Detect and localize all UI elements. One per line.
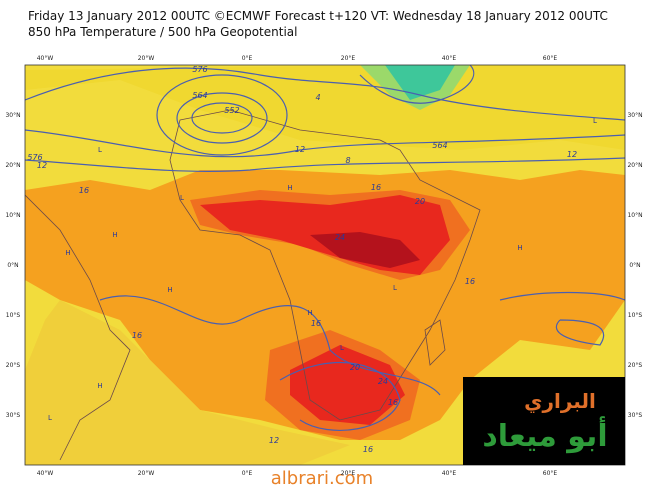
pressure-label: L	[593, 117, 597, 125]
pressure-label: H	[517, 244, 522, 252]
pressure-label: H	[112, 231, 117, 239]
watermark: albrari.com	[271, 468, 373, 486]
subtitle: 850 hPa Temperature / 500 hPa Geopotenti…	[28, 25, 297, 39]
longitude-label: 20°W	[138, 470, 155, 477]
contour-label: 16	[132, 331, 142, 340]
contour-label: 12	[567, 150, 577, 159]
latitude-label: 30°S	[628, 412, 643, 419]
latitude-label: 10°S	[6, 312, 21, 319]
pressure-label: L	[340, 344, 344, 352]
longitude-label: 60°E	[543, 470, 558, 477]
contour-label: 576	[27, 153, 42, 162]
latitude-label: 30°N	[627, 112, 642, 119]
contour-label: 12	[269, 436, 279, 445]
longitude-label: 40°W	[37, 55, 54, 62]
contour-label: 564	[192, 91, 207, 100]
longitude-label: 0°E	[242, 470, 253, 477]
contour-label: 16	[363, 445, 373, 454]
contour-label: 4	[315, 93, 320, 102]
latitude-label: 30°S	[6, 412, 21, 419]
latitude-label: 10°N	[5, 212, 20, 219]
contour-label: 552	[224, 106, 239, 115]
latitude-label: 20°S	[628, 362, 643, 369]
pressure-label: L	[393, 284, 397, 292]
pressure-label: L	[98, 146, 102, 154]
longitude-label: 40°E	[442, 55, 457, 62]
contour-label: 16	[465, 277, 475, 286]
latitude-label: 20°N	[627, 162, 642, 169]
pressure-label: H	[65, 249, 70, 257]
longitude-label: 0°E	[242, 55, 253, 62]
contour-label: 564	[432, 141, 447, 150]
contour-label: 16	[388, 398, 398, 407]
contour-label: 16	[371, 183, 381, 192]
latitude-label: 10°N	[627, 212, 642, 219]
logo-box	[463, 377, 625, 465]
pressure-label: L	[180, 194, 184, 202]
contour-label: 12	[295, 145, 305, 154]
contour-label: 20	[415, 197, 425, 206]
contour-label: 576	[192, 65, 207, 74]
pressure-label: H	[97, 382, 102, 390]
longitude-label: 40°E	[442, 470, 457, 477]
title: Friday 13 January 2012 00UTC ©ECMWF Fore…	[28, 9, 608, 23]
pressure-label: H	[287, 184, 292, 192]
latitude-label: 0°N	[7, 262, 18, 269]
contour-label: 20	[350, 363, 360, 372]
longitude-label: 20°E	[341, 55, 356, 62]
pressure-label: H	[307, 309, 312, 317]
contour-label: 12	[37, 161, 47, 170]
latitude-label: 20°N	[5, 162, 20, 169]
map-frame	[24, 64, 626, 466]
longitude-label: 20°W	[138, 55, 155, 62]
latitude-label: 10°S	[628, 312, 643, 319]
map-field	[25, 65, 625, 465]
pressure-label: L	[48, 414, 52, 422]
logo-line2: أبو ميعاد	[482, 416, 607, 454]
pressure-label: H	[167, 286, 172, 294]
contour-label: 24	[378, 377, 388, 386]
latitude-label: 30°N	[5, 112, 20, 119]
latitude-label: 0°N	[629, 262, 640, 269]
longitude-label: 40°W	[37, 470, 54, 477]
latitude-label: 20°S	[6, 362, 21, 369]
longitude-label: 60°E	[543, 55, 558, 62]
contour-label: 16	[311, 319, 321, 328]
longitude-label: 20°E	[341, 470, 356, 477]
logo-line1: البراري	[524, 389, 596, 414]
contour-label: 8	[345, 156, 350, 165]
contour-label: 24	[335, 233, 345, 242]
contour-label: 16	[79, 186, 89, 195]
